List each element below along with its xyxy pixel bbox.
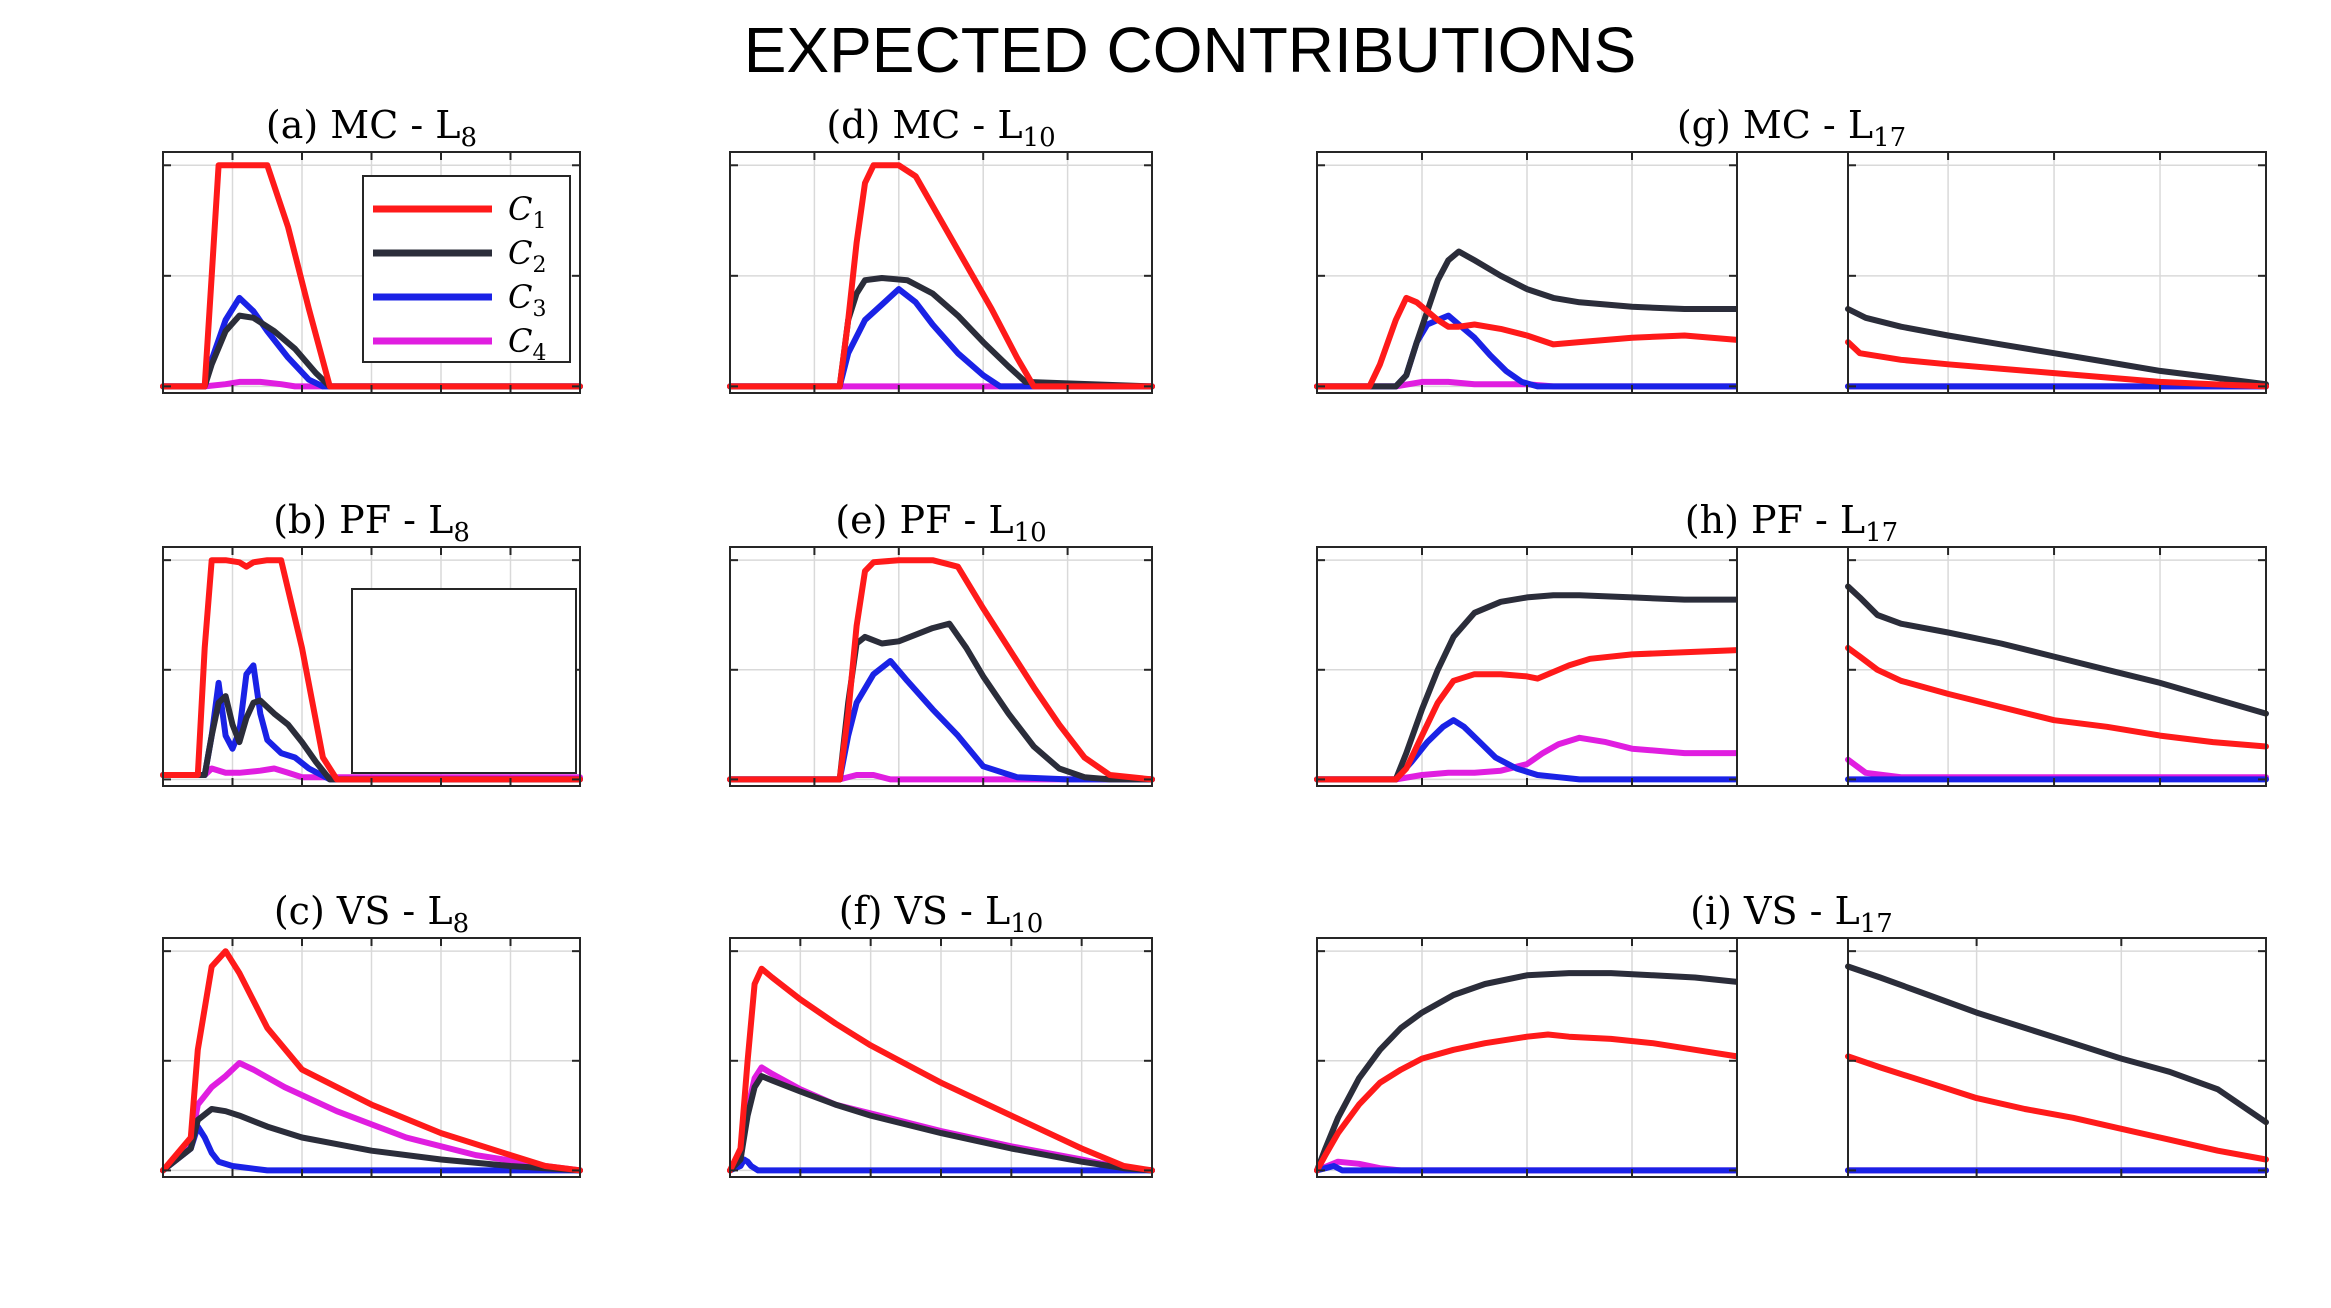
chart-h: (h) PF - L17 [1314,498,2269,787]
chart-g: (g) MC - L17 [1314,103,2269,394]
panel-title-subscript: 8 [453,909,470,939]
legend-label: C2 [508,234,546,278]
series-C1-line [727,557,1155,783]
plot-frame [1847,151,2267,394]
panel-title-subscript: 17 [1873,123,1906,153]
chart-f: (f) VS - L10 [727,889,1155,1178]
series-C2-line [160,312,583,390]
legend-label-text: C [508,322,532,360]
series-C1-line [160,948,583,1174]
panel-title-text: (i) VS - L [1690,889,1860,933]
axis-break-gap [1736,151,1849,394]
series-C1-line [1314,1031,1740,1174]
panel-title: (b) PF - L8 [273,498,470,548]
chart-d: (d) MC - L10 [727,103,1155,394]
panel-title-subscript: 17 [1865,518,1898,548]
legend-label-subscript: 4 [532,341,546,366]
series-C1-line [727,965,1155,1174]
series-C2-line [727,1073,1155,1174]
panel-title-subscript: 8 [461,123,478,153]
panel-title: (a) MC - L8 [266,103,477,153]
panel-title-text: (e) PF - L [835,498,1013,542]
series-C4-line [160,378,583,390]
panel-title-subscript: 10 [1014,518,1047,548]
plot-frame [729,151,1153,394]
series-C4-line [1314,734,1740,783]
panel-title: (d) MC - L10 [826,103,1055,153]
series-C1-line [1314,647,1740,783]
legend-label: C3 [508,278,546,322]
chart-e: (e) PF - L10 [727,498,1155,787]
panel-title-text: (f) VS - L [839,889,1011,933]
series-C2-line [1314,592,1740,783]
plot-frame [729,546,1153,787]
panel-title-text: (h) PF - L [1685,498,1865,542]
panel-title: (g) MC - L17 [1677,103,1906,153]
panel-title-text: (d) MC - L [826,103,1022,147]
axis-break-gap [1736,937,1849,1178]
charts-layer: (a) MC - L8(b) PF - L8(c) VS - L8(d) MC … [160,103,2269,1178]
panel-title-subscript: 10 [1010,909,1043,939]
series-C2-line [1314,248,1740,390]
panel-title: (h) PF - L17 [1685,498,1898,548]
plot-frame [1847,937,2267,1178]
legend-box [351,588,577,774]
series-C1-line [727,162,1155,390]
series-C2-line [160,1106,583,1174]
panel-title-subscript: 10 [1023,123,1056,153]
plot-area [1848,938,2266,1177]
panel-title-subscript: 17 [1860,909,1893,939]
series-C4-line [160,1060,583,1174]
series-C1-line [1845,339,2269,390]
panel-title-text: (b) PF - L [273,498,453,542]
series-C1-line [1845,1053,2269,1163]
series-C2-line [160,693,583,783]
series-C3-line [727,1156,1155,1174]
series-C3-line [1314,1163,1740,1174]
chart-i: (i) VS - L17 [1314,889,2269,1178]
series-C1-line [1314,294,1740,390]
series-C1-line [160,162,583,390]
series-C1-line [1845,644,2269,750]
series-C2-line [1845,306,2269,388]
legend-label-subscript: 3 [532,297,546,322]
legend-label-text: C [508,278,532,316]
series-C2-line [1845,583,2269,717]
legend-label-subscript: 1 [532,209,546,234]
panel-title: (i) VS - L17 [1690,889,1893,939]
plot-area [1848,152,2266,393]
legend-label-subscript: 2 [532,253,546,278]
panel-title-subscript: 8 [453,518,470,548]
panel-title-text: (c) VS - L [274,889,453,933]
legend-label: C4 [508,322,546,366]
legend-label-text: C [508,190,532,228]
legend-names [351,588,577,774]
plot-area [730,152,1152,393]
figure-title: EXPECTED CONTRIBUTIONS [744,14,1637,86]
panel-title-text: (a) MC - L [266,103,461,147]
panel-title: (c) VS - L8 [274,889,469,939]
panel-title: (f) VS - L10 [839,889,1044,939]
series-C2-line [1845,963,2269,1126]
series-C3-line [727,286,1155,390]
panel-title: (e) PF - L10 [835,498,1046,548]
panel-title-text: (g) MC - L [1677,103,1873,147]
series-C1-line [160,557,583,783]
plot-area [1848,547,2266,786]
legend-label: C1 [508,190,546,234]
legend-label-text: C [508,234,532,272]
series-C2-line [1314,970,1740,1174]
axis-break-gap [1736,546,1849,787]
plot-frame [1847,546,2267,787]
plot-area [730,547,1152,786]
chart-c: (c) VS - L8 [160,889,583,1178]
